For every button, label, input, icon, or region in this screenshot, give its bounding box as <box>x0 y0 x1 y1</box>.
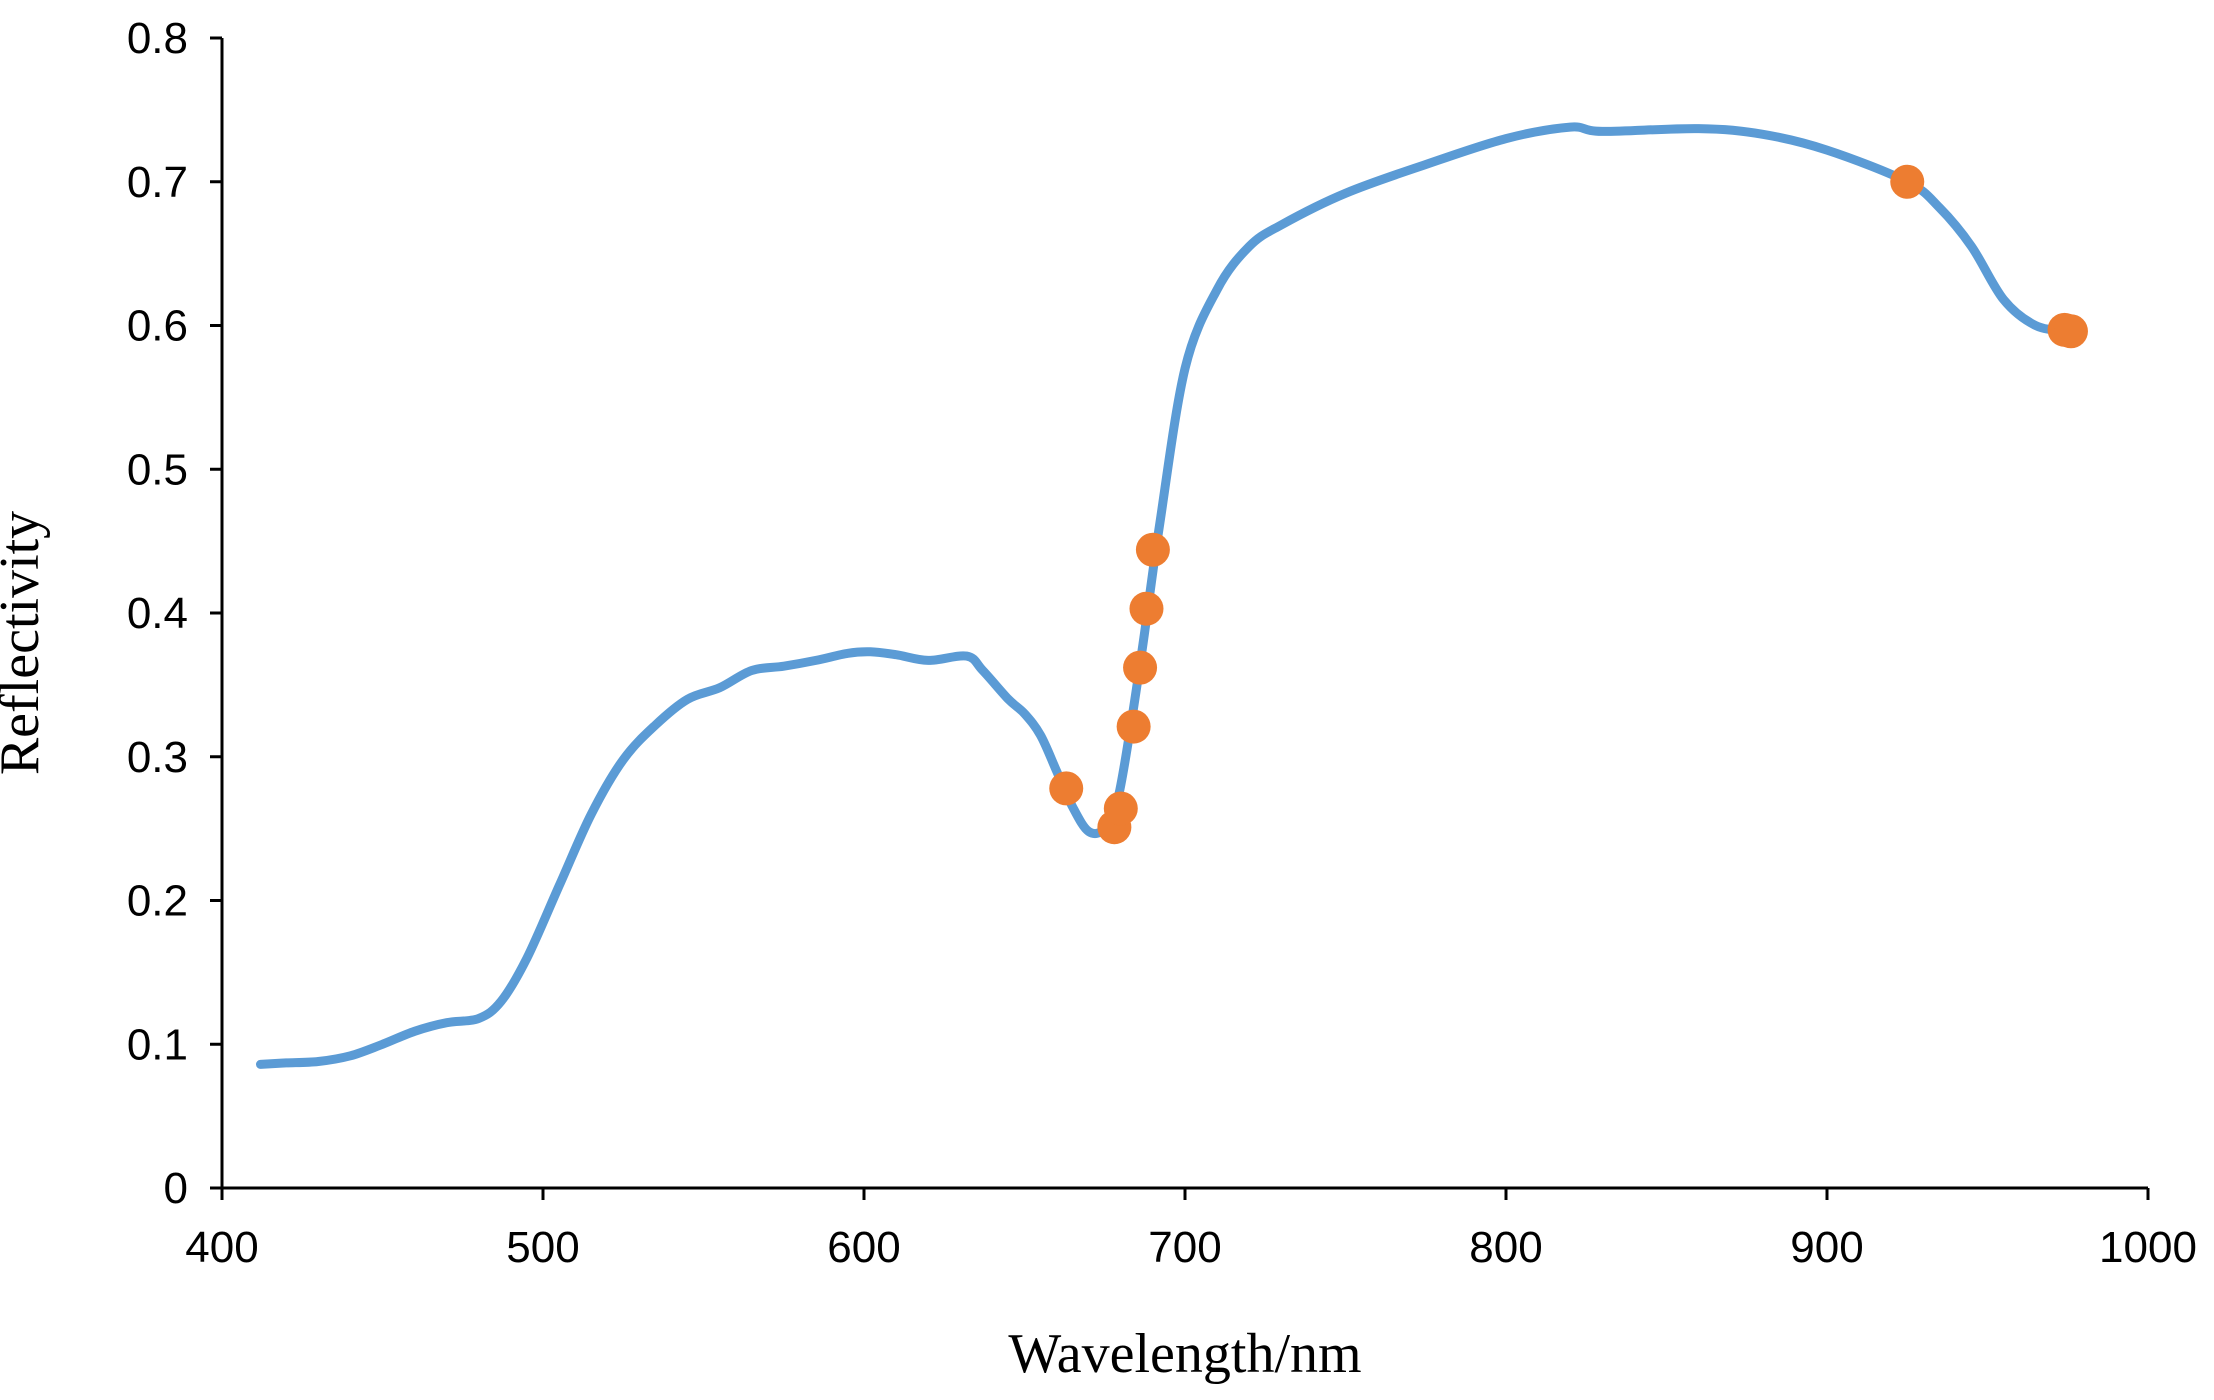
y-tick-label: 0 <box>164 1164 188 1213</box>
selected-wavelength-point <box>1103 791 1138 826</box>
x-tick-label: 800 <box>1469 1223 1542 1272</box>
selected-wavelength-point <box>1135 532 1170 567</box>
y-ticks: 0 0.1 0.2 0.3 0.4 0.5 0.6 0.7 0.8 <box>127 14 222 1213</box>
series-layer <box>256 122 2088 1069</box>
y-tick-label: 0.6 <box>127 302 188 351</box>
x-tick-label: 700 <box>1148 1223 1221 1272</box>
x-tick-label: 600 <box>827 1223 900 1272</box>
selected-wavelength-point <box>1123 650 1158 685</box>
x-tick-label: 400 <box>185 1223 258 1272</box>
y-axis-title: Reflectivity <box>0 511 51 775</box>
selected-wavelength-point <box>2053 314 2088 349</box>
x-tick-label: 1000 <box>2099 1223 2197 1272</box>
x-axis-title: Wavelength/nm <box>1008 1323 1361 1385</box>
selected-wavelength-point <box>1129 591 1164 626</box>
y-tick-label: 0.5 <box>127 445 188 494</box>
y-tick-label: 0.8 <box>127 14 188 63</box>
selected-wavelength-point <box>1116 709 1151 744</box>
selected-wavelength-point <box>1890 164 1925 199</box>
y-tick-label: 0.4 <box>127 589 188 638</box>
y-tick-label: 0.3 <box>127 733 188 782</box>
x-ticks: 400 500 600 700 800 900 1000 <box>185 1188 2197 1272</box>
x-tick-label: 500 <box>506 1223 579 1272</box>
y-tick-label: 0.1 <box>127 1020 188 1069</box>
x-tick-label: 900 <box>1790 1223 1863 1272</box>
spectrum-curve <box>256 122 2079 1069</box>
axes <box>220 38 2148 1190</box>
selected-wavelength-point <box>1049 771 1084 806</box>
y-tick-label: 0.7 <box>127 158 188 207</box>
y-tick-label: 0.2 <box>127 877 188 926</box>
